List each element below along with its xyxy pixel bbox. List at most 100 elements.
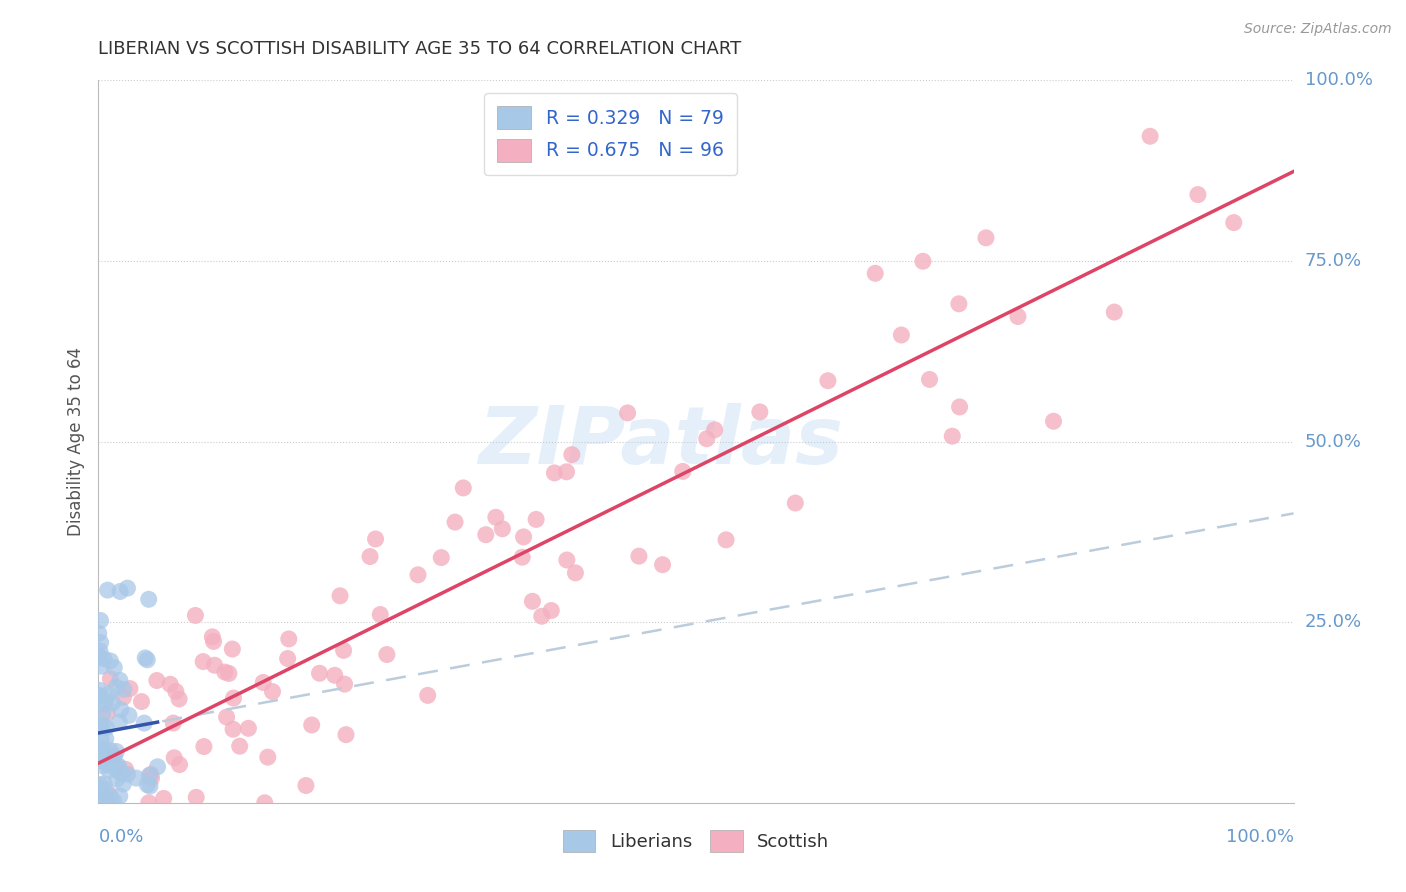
- Point: [530, 609, 553, 624]
- Point: [91, 718, 114, 732]
- Point: [238, 721, 260, 735]
- Point: [112, 777, 135, 791]
- Point: [91, 744, 114, 758]
- Text: 0.0%: 0.0%: [98, 828, 143, 846]
- Point: [948, 297, 970, 311]
- Point: [93, 697, 115, 711]
- Point: [110, 703, 132, 717]
- Point: [89, 754, 111, 768]
- Point: [651, 558, 673, 572]
- Point: [117, 767, 139, 781]
- Point: [159, 677, 181, 691]
- Point: [103, 749, 125, 764]
- Point: [510, 550, 533, 565]
- Point: [100, 672, 122, 686]
- Point: [1104, 305, 1126, 319]
- Point: [90, 732, 112, 747]
- Point: [87, 792, 110, 806]
- Point: [96, 721, 118, 735]
- Point: [375, 648, 398, 662]
- Point: [134, 716, 156, 731]
- Point: [125, 771, 148, 785]
- Point: [163, 751, 186, 765]
- Text: 25.0%: 25.0%: [1305, 613, 1362, 632]
- Point: [1223, 216, 1246, 230]
- Point: [308, 666, 330, 681]
- Point: [139, 767, 162, 781]
- Point: [627, 549, 650, 563]
- Point: [131, 695, 153, 709]
- Point: [90, 635, 112, 649]
- Text: ZIPatlas: ZIPatlas: [478, 402, 842, 481]
- Point: [141, 771, 163, 785]
- Point: [277, 651, 299, 665]
- Point: [98, 788, 121, 802]
- Point: [335, 728, 357, 742]
- Point: [193, 739, 215, 754]
- Point: [522, 594, 544, 608]
- Point: [748, 405, 770, 419]
- Point: [191, 655, 214, 669]
- Point: [97, 794, 120, 808]
- Point: [98, 743, 121, 757]
- Text: 50.0%: 50.0%: [1305, 433, 1361, 450]
- Point: [974, 231, 997, 245]
- Point: [101, 696, 124, 710]
- Y-axis label: Disability Age 35 to 64: Disability Age 35 to 64: [66, 347, 84, 536]
- Point: [323, 668, 346, 682]
- Point: [103, 794, 125, 808]
- Point: [1042, 414, 1064, 428]
- Point: [98, 764, 121, 778]
- Point: [256, 750, 278, 764]
- Point: [218, 666, 240, 681]
- Point: [139, 779, 162, 793]
- Point: [105, 680, 128, 694]
- Text: LIBERIAN VS SCOTTISH DISABILITY AGE 35 TO 64 CORRELATION CHART: LIBERIAN VS SCOTTISH DISABILITY AGE 35 T…: [98, 40, 742, 58]
- Point: [100, 751, 122, 765]
- Point: [110, 765, 132, 780]
- Point: [221, 642, 243, 657]
- Point: [146, 673, 169, 688]
- Point: [107, 759, 129, 773]
- Point: [561, 448, 583, 462]
- Point: [87, 720, 110, 734]
- Point: [204, 658, 226, 673]
- Point: [228, 739, 250, 754]
- Point: [564, 566, 586, 580]
- Point: [865, 266, 887, 280]
- Point: [918, 372, 941, 386]
- Point: [214, 665, 236, 679]
- Point: [152, 791, 174, 805]
- Point: [540, 603, 562, 617]
- Point: [87, 626, 110, 640]
- Point: [91, 707, 114, 722]
- Point: [100, 654, 122, 668]
- Point: [138, 592, 160, 607]
- Point: [112, 682, 135, 697]
- Legend: Liberians, Scottish: Liberians, Scottish: [555, 822, 837, 859]
- Point: [96, 693, 118, 707]
- Point: [118, 708, 141, 723]
- Point: [89, 781, 111, 796]
- Point: [416, 689, 439, 703]
- Point: [90, 746, 112, 760]
- Point: [114, 762, 136, 776]
- Point: [94, 789, 117, 803]
- Point: [89, 689, 111, 703]
- Point: [696, 432, 718, 446]
- Point: [451, 481, 474, 495]
- Point: [333, 677, 356, 691]
- Point: [512, 530, 534, 544]
- Point: [524, 512, 547, 526]
- Point: [89, 644, 111, 658]
- Point: [117, 581, 139, 595]
- Point: [90, 785, 112, 799]
- Point: [941, 429, 963, 443]
- Point: [253, 796, 276, 810]
- Point: [332, 643, 354, 657]
- Point: [105, 772, 128, 786]
- Point: [90, 746, 112, 760]
- Point: [167, 692, 190, 706]
- Text: 100.0%: 100.0%: [1305, 71, 1372, 89]
- Point: [368, 607, 391, 622]
